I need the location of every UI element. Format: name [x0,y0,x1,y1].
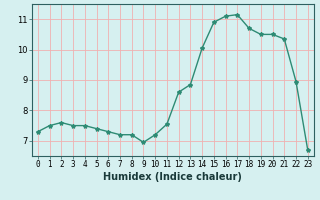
X-axis label: Humidex (Indice chaleur): Humidex (Indice chaleur) [103,172,242,182]
